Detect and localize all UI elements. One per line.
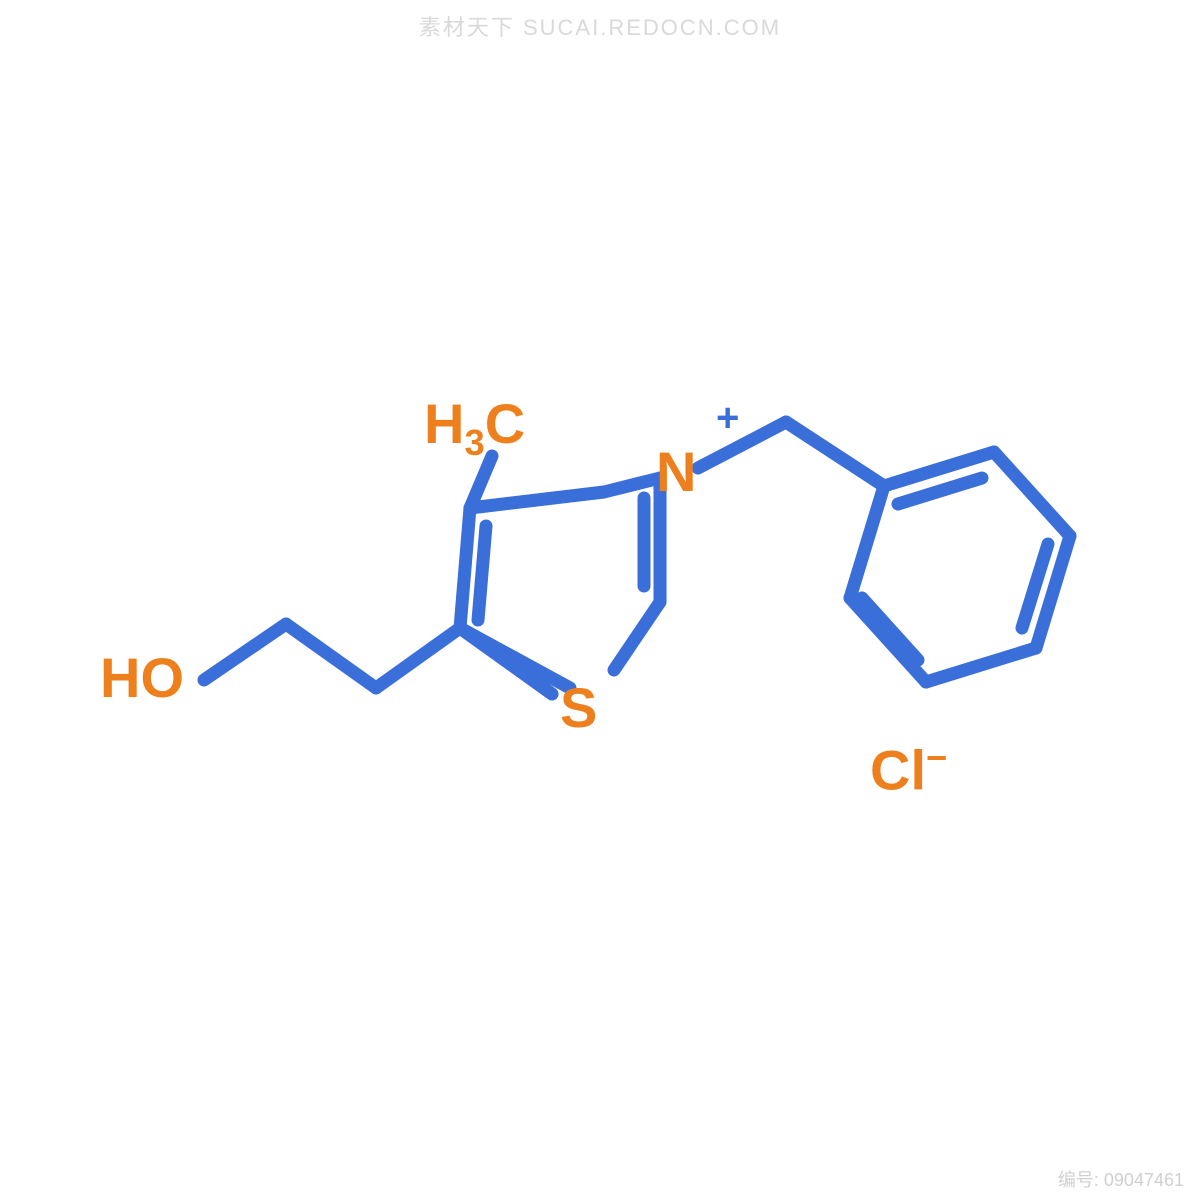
watermark-top: 素材天下 SUCAI.REDOCN.COM (419, 10, 781, 42)
atom-Cl: Cl− (870, 740, 947, 799)
atom-N: N (656, 444, 696, 500)
atom-HO: HO (100, 650, 184, 706)
bond-lines (0, 0, 1200, 1200)
chemical-structure-diagram: { "canvas":{"width":1200,"height":1200,"… (0, 0, 1200, 1200)
atom-H3C: H3C (424, 396, 525, 462)
watermark-bottom: 编号: 09047461 (1058, 1166, 1184, 1192)
atom-plus: + (716, 398, 739, 438)
atom-S: S (560, 680, 597, 736)
